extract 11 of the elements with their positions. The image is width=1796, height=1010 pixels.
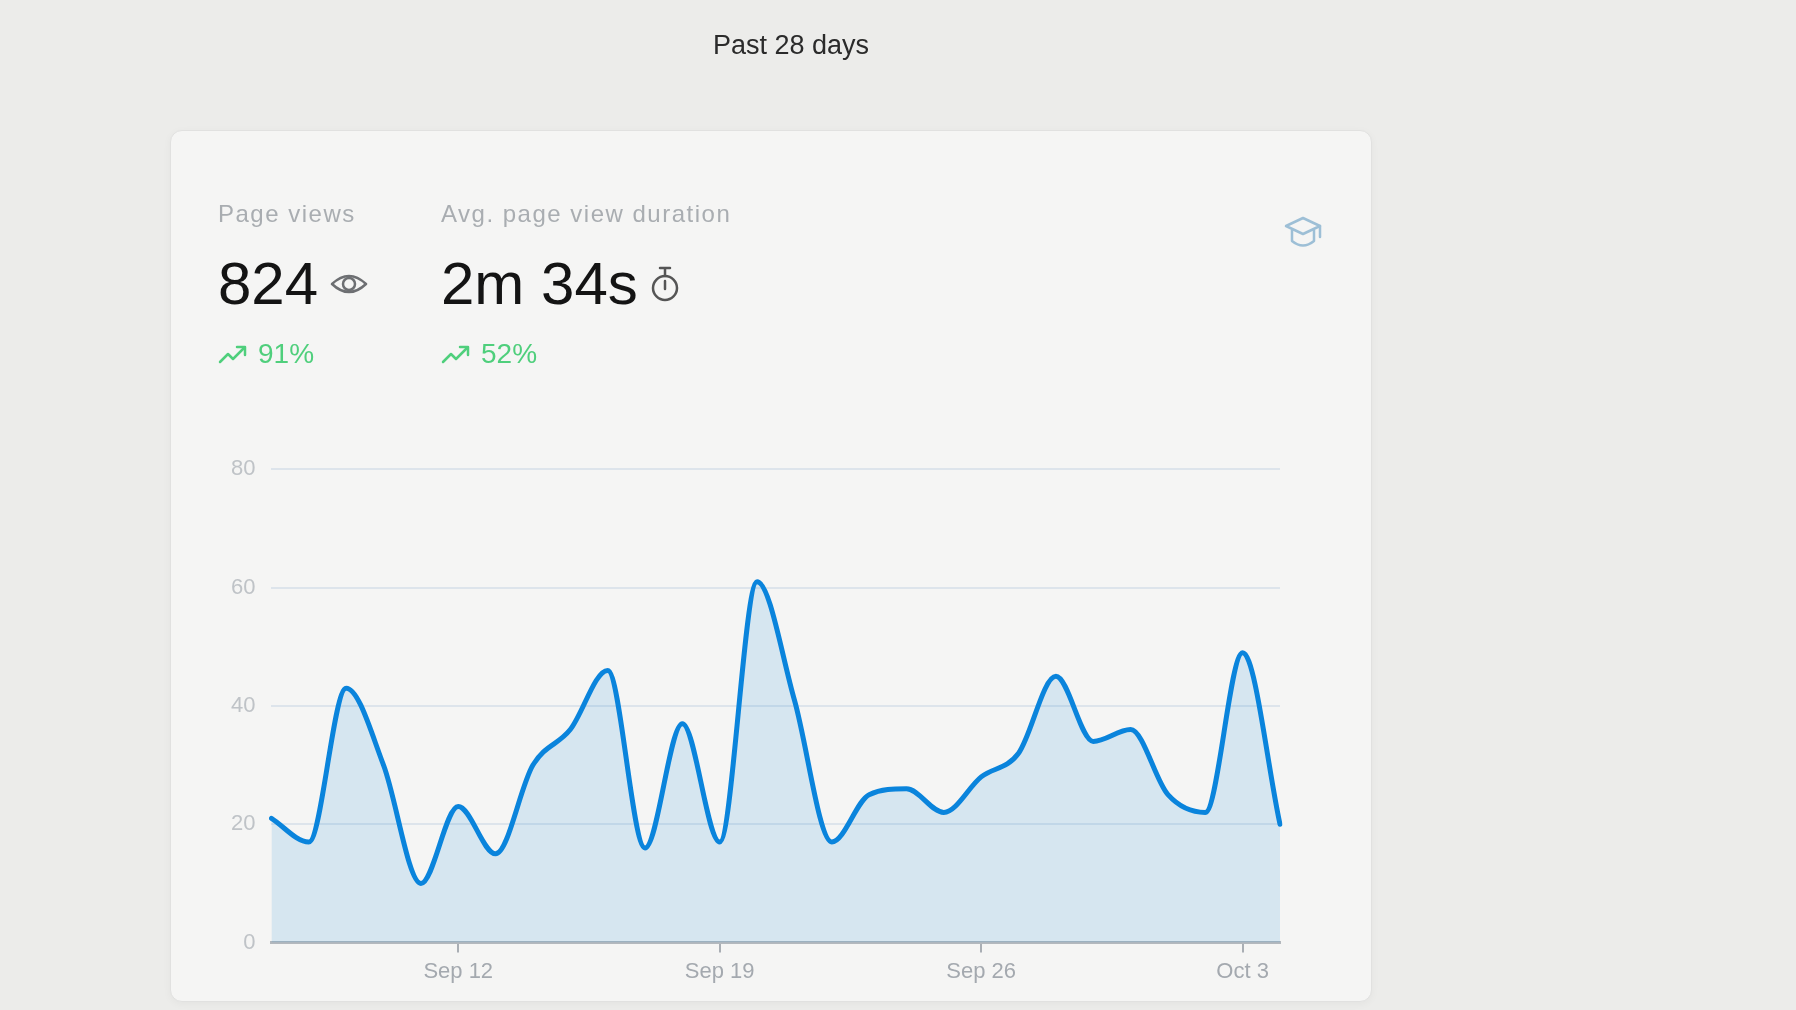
x-tick-label: Sep 19	[684, 957, 755, 983]
text: Avg. page view duration	[441, 200, 732, 227]
chart-title: Past 28 days	[711, 30, 871, 61]
text: 91%	[258, 338, 315, 369]
text: 52%	[481, 338, 538, 369]
text: Page views	[218, 200, 356, 227]
x-tick-label: Sep 12	[423, 957, 494, 983]
text: 2m 34s	[441, 250, 638, 317]
x-tick-label: Sep 26	[946, 957, 1017, 983]
x-tick-label: Oct 3	[1216, 957, 1269, 983]
text: 824	[218, 250, 319, 317]
